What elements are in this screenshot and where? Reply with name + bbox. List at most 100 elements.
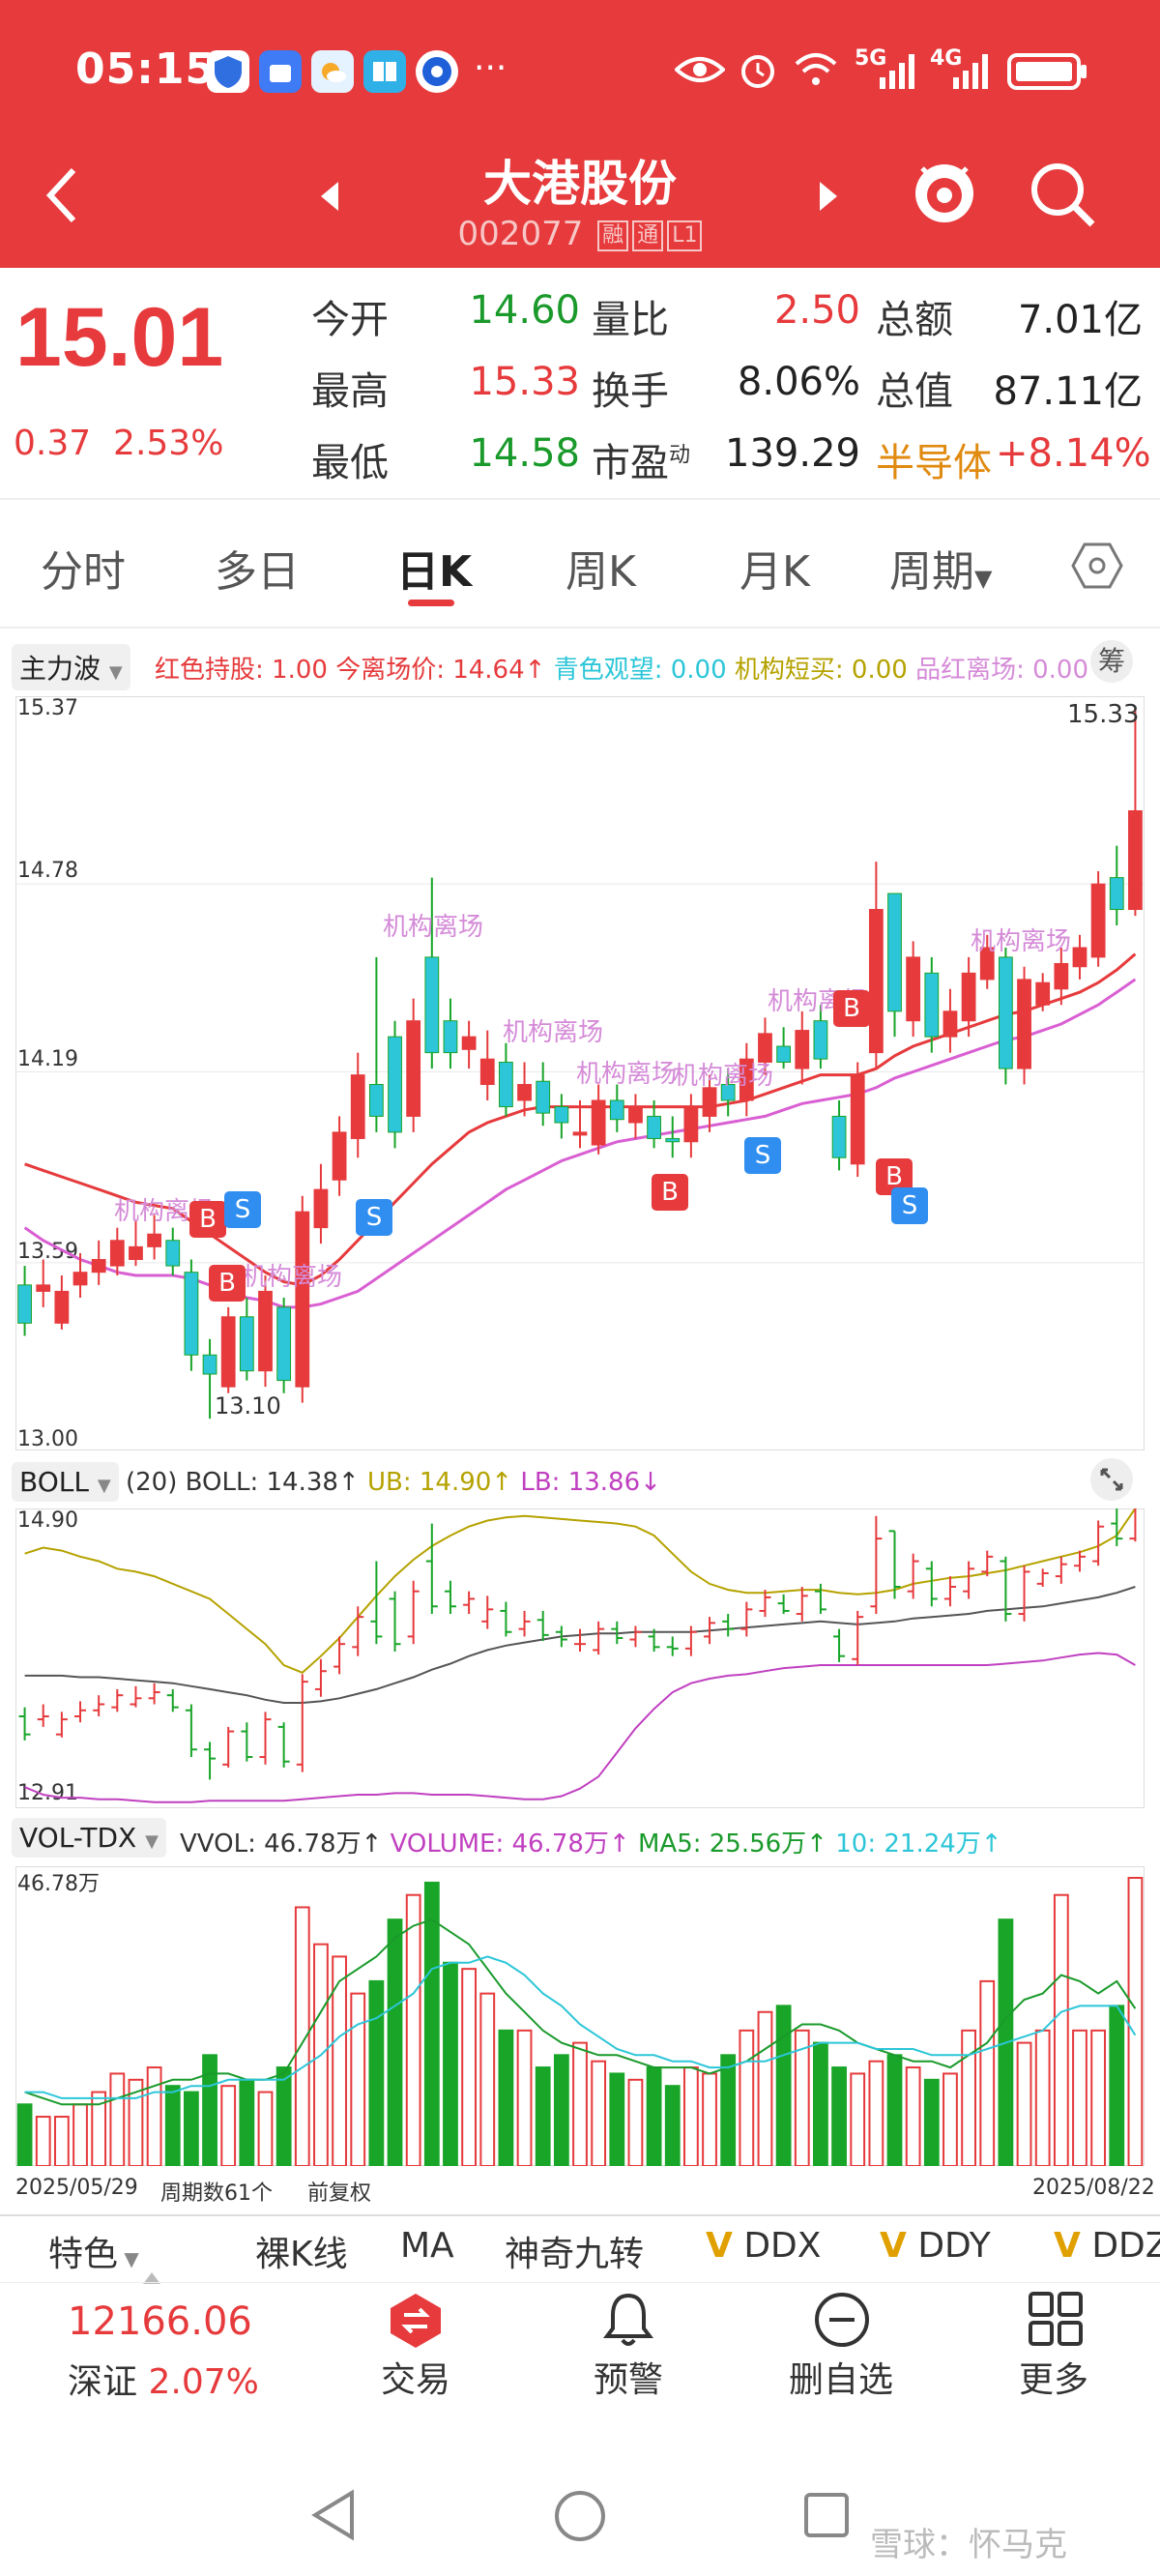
boll-y-top: 14.90 <box>17 1508 78 1533</box>
prev-stock-icon[interactable] <box>321 182 340 215</box>
candle-body <box>424 956 440 1054</box>
tab-multiday[interactable]: 多日 <box>215 547 300 597</box>
indicator-tab-ddz[interactable]: V DDZ <box>1054 2226 1160 2266</box>
main-chart-frame <box>15 696 1145 1450</box>
more-grid-icon[interactable] <box>1027 2290 1085 2352</box>
volume-bar <box>387 1918 403 2166</box>
remove-watchlist-icon[interactable] <box>812 2290 872 2354</box>
tag-margin: 融 <box>597 220 629 251</box>
volume-bar <box>831 2066 847 2166</box>
system-home-icon[interactable] <box>553 2489 607 2547</box>
sector-change: +8.14% <box>996 431 1151 476</box>
search-icon[interactable] <box>1029 161 1096 232</box>
sell-marker: S <box>891 1187 928 1224</box>
low-label: 最低 <box>311 441 389 485</box>
signal-4g-label: 4G <box>930 46 963 71</box>
candle-body <box>999 956 1013 1069</box>
trade-icon[interactable] <box>387 2292 445 2354</box>
candle-body <box>368 1084 384 1117</box>
tab-period[interactable]: 周期▼ <box>889 547 993 597</box>
candle-body <box>554 1106 569 1124</box>
settings-hex-icon[interactable] <box>1071 542 1123 594</box>
nav-remove-watchlist[interactable]: 删自选 <box>788 2360 893 2400</box>
buy-marker: B <box>189 1201 226 1238</box>
indicator-tab-td9[interactable]: 神奇九转 <box>505 2235 645 2274</box>
buy-marker: B <box>833 990 870 1027</box>
indicator-tab-ma[interactable]: MA <box>400 2226 454 2266</box>
bell-icon[interactable] <box>599 2290 657 2354</box>
last-price: 15.01 <box>15 291 224 384</box>
indicator-tab-ddy[interactable]: V DDY <box>880 2226 991 2266</box>
mascot-icon[interactable] <box>909 155 980 230</box>
boll-param: (20) <box>126 1468 178 1497</box>
wifi-icon <box>793 50 839 93</box>
sell-marker: S <box>744 1137 781 1174</box>
candle-body <box>1109 877 1124 911</box>
candle-body <box>91 1259 106 1273</box>
volume-bar <box>202 2054 218 2166</box>
vvol-value: VVOL: 46.78万↑ <box>180 1830 383 1859</box>
index-value[interactable]: 12166.06 <box>68 2299 252 2344</box>
candle-body <box>313 1188 329 1229</box>
candle-body <box>220 1316 236 1388</box>
indicator-tab-pointer <box>143 2272 160 2284</box>
main-y-bottom: 13.00 <box>17 1427 78 1451</box>
chevron-down-icon: ▼ <box>974 565 993 592</box>
volume-bar <box>350 1992 366 2166</box>
back-icon[interactable] <box>43 166 81 228</box>
expand-icon[interactable] <box>1090 1458 1133 1501</box>
volume-bar <box>91 2091 107 2166</box>
annotation-inst-exit: 机构离场 <box>971 927 1072 956</box>
stock-code: 002077 <box>457 215 584 253</box>
volume-chart[interactable] <box>15 1866 1145 2166</box>
high-value: 15.33 <box>469 360 580 404</box>
volume-bar <box>572 2041 588 2166</box>
amount-value: 7.01亿 <box>1017 298 1143 342</box>
tab-weekly-k[interactable]: 周K <box>566 547 636 597</box>
main-indicator-select[interactable]: 主力波 ▼ <box>12 644 130 690</box>
system-recents-icon[interactable] <box>802 2491 851 2543</box>
candle-body <box>831 1115 847 1158</box>
indicator-tab-naked-k[interactable]: 裸K线 <box>255 2235 348 2274</box>
sector-name[interactable]: 半导体 <box>876 441 992 485</box>
candlestick-chart[interactable] <box>15 696 1145 1450</box>
volume-bar <box>220 2085 237 2166</box>
candle-body <box>1035 981 1051 1006</box>
next-stock-icon[interactable] <box>818 182 837 215</box>
volume-bar <box>682 2066 699 2166</box>
candle-body <box>683 1106 699 1143</box>
volume-bar <box>535 2066 551 2166</box>
ma10-value: 10: 21.24万↑ <box>835 1830 1002 1859</box>
tag-l1: L1 <box>667 220 703 251</box>
boll-chart[interactable] <box>15 1508 1145 1808</box>
candle-body <box>54 1290 70 1324</box>
candle-body <box>350 1074 365 1139</box>
bottom-nav <box>0 2282 1160 2456</box>
candle-body <box>795 1030 810 1069</box>
volume-bar <box>461 1968 478 2166</box>
indicator-tab-ddx[interactable]: V DDX <box>706 2226 822 2266</box>
index-info[interactable]: 深证 2.07% <box>68 2354 259 2404</box>
candle-body <box>647 1115 661 1139</box>
tab-monthly-k[interactable]: 月K <box>740 547 810 597</box>
system-back-icon[interactable] <box>307 2489 360 2545</box>
boll-indicator-select[interactable]: BOLL ▼ <box>12 1462 119 1502</box>
volume-bar <box>332 1955 347 2166</box>
boll-ub-value: UB: 14.90↑ <box>366 1468 513 1497</box>
nav-alert[interactable]: 预警 <box>593 2360 663 2400</box>
turnover-label: 换手 <box>592 369 669 414</box>
sell-marker: S <box>356 1199 392 1236</box>
chips-button[interactable]: 筹 <box>1090 640 1133 683</box>
tab-daily-k[interactable]: 日K <box>396 547 473 597</box>
candle-body <box>665 1137 681 1143</box>
indicator-tab-special[interactable]: 特色 ▼ <box>48 2235 139 2274</box>
volume-value: VOLUME: 46.78万↑ <box>390 1830 630 1859</box>
tab-intraday[interactable]: 分时 <box>41 547 126 597</box>
vol-indicator-select[interactable]: VOL-TDX ▼ <box>12 1818 166 1858</box>
boll-lb-value: LB: 13.86↓ <box>520 1468 661 1497</box>
nav-more[interactable]: 更多 <box>1018 2360 1088 2400</box>
indicator-tabs <box>0 2214 1160 2269</box>
open-value: 14.60 <box>469 288 580 333</box>
vol-y-top: 46.78万 <box>17 1872 100 1896</box>
nav-trade[interactable]: 交易 <box>380 2360 450 2400</box>
